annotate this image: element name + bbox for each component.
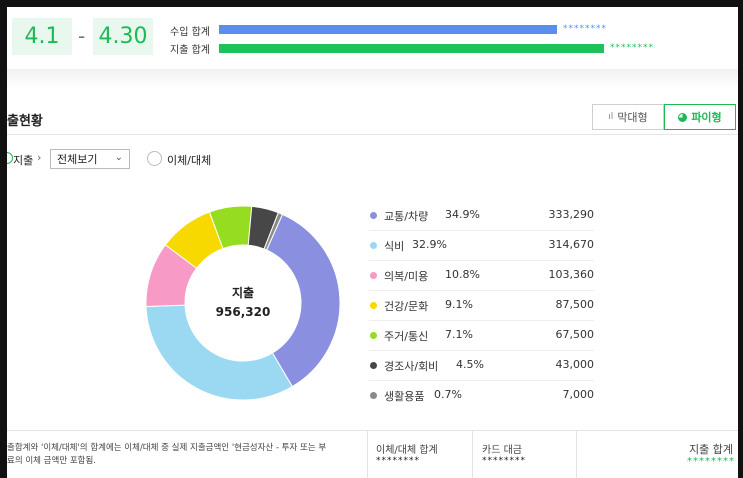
legend-value: 103,360	[548, 268, 595, 281]
legend-divider	[369, 230, 594, 231]
legend-name: 교통/차량	[384, 210, 429, 223]
legend-value: 314,670	[548, 238, 595, 251]
expense-total-label: 지출 합계	[689, 443, 733, 456]
legend-item[interactable]: 교통/차량 34.9% 333,290	[369, 207, 594, 225]
pie-view-button[interactable]: 파이형	[664, 104, 736, 130]
period-dash: -	[78, 24, 86, 48]
legend-value: 7,000	[562, 388, 595, 401]
chevron-right-icon: ›	[37, 151, 42, 164]
legend-color-dot	[370, 392, 377, 399]
legend-name: 의복/미용	[384, 270, 429, 283]
legend-item[interactable]: 식비 32.9% 314,670	[369, 237, 594, 255]
transfer-label[interactable]: 이체/대체	[167, 154, 212, 167]
legend-name: 건강/문화	[384, 300, 429, 313]
legend-divider	[369, 290, 594, 291]
legend-item[interactable]: 생활용품 0.7% 7,000	[369, 387, 594, 405]
legend-item[interactable]: 건강/문화 9.1% 87,500	[369, 297, 594, 315]
legend-color-dot	[370, 272, 377, 279]
legend-color-dot	[370, 362, 377, 369]
legend-percent: 32.9%	[412, 238, 447, 251]
category-select[interactable]: 전체보기 ⌄	[50, 149, 130, 169]
expense-donut-chart: 지출 956,320	[145, 205, 341, 401]
card-payment-value: ********	[482, 456, 526, 466]
header-shadow	[7, 69, 738, 89]
legend-color-dot	[370, 242, 377, 249]
income-value: ********	[563, 24, 607, 34]
expense-bar	[219, 44, 604, 53]
legend-percent: 9.1%	[445, 298, 473, 311]
card-payment-label: 카드 대금	[482, 445, 522, 456]
expense-total-value: ********	[687, 456, 735, 467]
type-filter-label: 지출	[13, 154, 34, 167]
footer-summary: 출합계와 '이체/대체'의 합계에는 이체/대체 중 실제 지출금액인 '현금성…	[7, 430, 738, 478]
bar-view-button[interactable]: ıl 막대형	[592, 104, 664, 130]
legend-value: 43,000	[555, 358, 595, 371]
legend-name: 경조사/회비	[384, 360, 439, 373]
summary-header: 4.1 - 4.30 수입 합계 ******** 지출 합계 ********	[7, 7, 738, 69]
expense-value: ********	[610, 43, 654, 53]
legend-divider	[369, 380, 594, 381]
bar-chart-icon: ıl	[608, 112, 614, 122]
category-select-value: 전체보기	[57, 153, 98, 166]
app-window: 4.1 - 4.30 수입 합계 ******** 지출 합계 ********…	[7, 7, 738, 478]
transfer-total-label: 이체/대체 합계	[376, 445, 438, 456]
legend-color-dot	[370, 332, 377, 339]
legend-name: 식비	[384, 240, 405, 253]
legend-name: 주거/통신	[384, 330, 429, 343]
legend-percent: 7.1%	[445, 328, 473, 341]
legend-percent: 4.5%	[456, 358, 484, 371]
transfer-radio[interactable]	[147, 151, 162, 166]
legend-item[interactable]: 주거/통신 7.1% 67,500	[369, 327, 594, 345]
bar-view-label: 막대형	[617, 111, 648, 124]
transfer-total-value: ********	[376, 456, 420, 466]
donut-slice[interactable]	[145, 304, 293, 401]
footer-note-line1: 출합계와 '이체/대체'의 합계에는 이체/대체 중 실제 지출금액인 '현금성…	[7, 443, 327, 453]
footer-note-line2: 료의 이체 금액만 포함됨.	[7, 456, 97, 466]
legend-divider	[369, 260, 594, 261]
pie-chart-icon	[678, 112, 688, 122]
expense-label: 지출 합계	[170, 45, 210, 56]
legend-item[interactable]: 의복/미용 10.8% 103,360	[369, 267, 594, 285]
legend-color-dot	[370, 212, 377, 219]
donut-center-label: 지출	[232, 285, 254, 300]
income-bar	[219, 25, 557, 34]
legend-percent: 0.7%	[434, 388, 462, 401]
legend-value: 67,500	[555, 328, 595, 341]
donut-slice[interactable]	[263, 212, 284, 251]
section-divider	[7, 134, 738, 135]
legend-value: 333,290	[548, 208, 595, 221]
legend-percent: 10.8%	[445, 268, 480, 281]
legend-divider	[369, 320, 594, 321]
expense-total-cell: 지출 합계 ********	[576, 431, 738, 478]
transfer-total-cell: 이체/대체 합계 ********	[367, 431, 473, 478]
pie-view-label: 파이형	[691, 111, 722, 124]
footer-note: 출합계와 '이체/대체'의 합계에는 이체/대체 중 실제 지출금액인 '현금성…	[7, 442, 367, 468]
donut-slice[interactable]	[265, 213, 341, 388]
donut-center-value: 956,320	[216, 305, 271, 319]
period-start[interactable]: 4.1	[12, 18, 72, 55]
chevron-down-icon: ⌄	[114, 152, 123, 163]
legend-item[interactable]: 경조사/회비 4.5% 43,000	[369, 357, 594, 375]
section-title: 출현황	[7, 114, 43, 129]
legend-value: 87,500	[555, 298, 595, 311]
legend-color-dot	[370, 302, 377, 309]
card-payment-cell: 카드 대금 ********	[472, 431, 577, 478]
income-label: 수입 합계	[170, 27, 210, 38]
period-end[interactable]: 4.30	[93, 18, 153, 55]
legend-divider	[369, 350, 594, 351]
legend-percent: 34.9%	[445, 208, 480, 221]
legend-name: 생활용품	[384, 390, 425, 403]
